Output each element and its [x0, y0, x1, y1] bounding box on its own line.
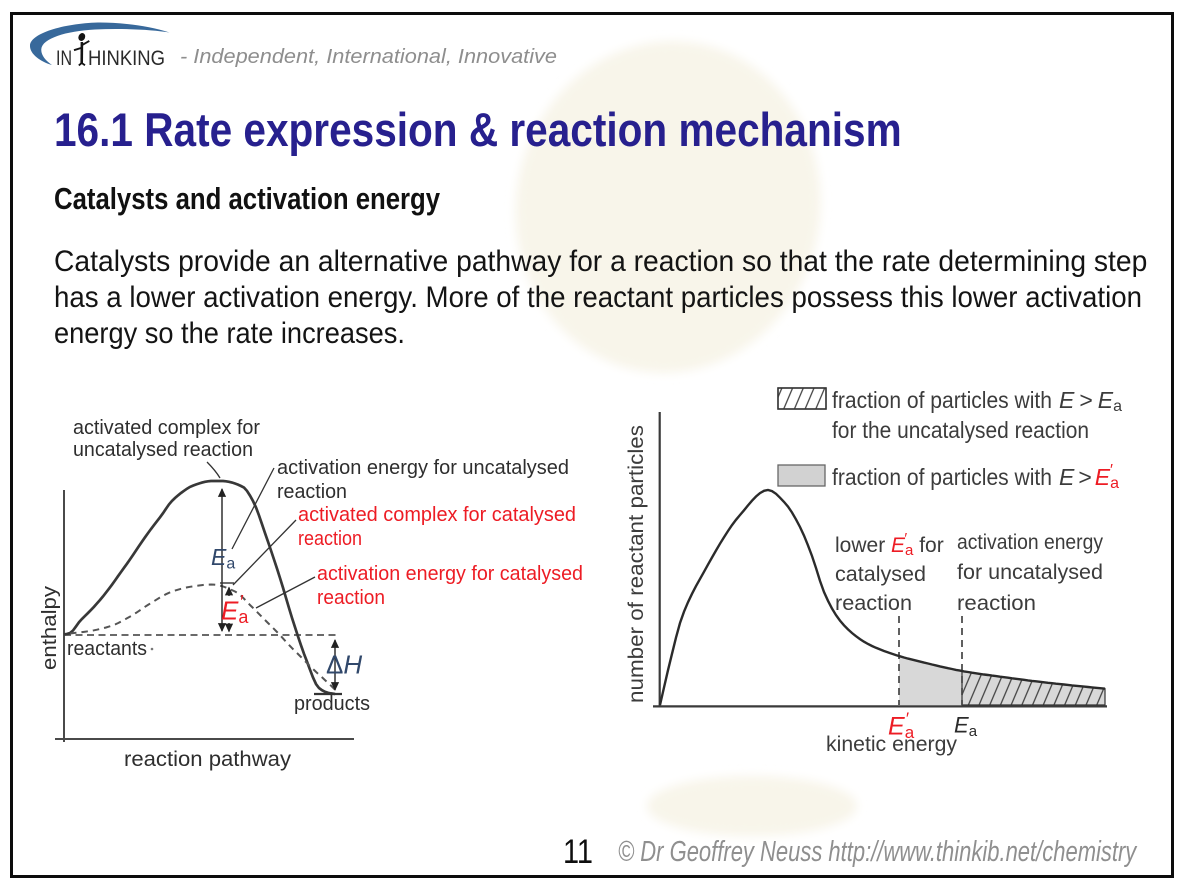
svg-text:ΔH: ΔH — [326, 650, 362, 680]
svg-text:products: products — [294, 693, 370, 715]
svg-text:- Independent, International,: - Independent, International, Innovative — [180, 45, 557, 68]
svg-text:HINKING: HINKING — [88, 47, 165, 70]
svg-text:uncatalysed reaction: uncatalysed reaction — [73, 439, 253, 461]
svg-text:Ea′: Ea′ — [221, 592, 249, 627]
svg-text:reaction: reaction — [957, 592, 1036, 615]
svg-text:activated complex for catalyse: activated complex for catalysed — [298, 504, 576, 526]
svg-text:reaction pathway: reaction pathway — [124, 748, 292, 771]
svg-text:kinetic energy: kinetic energy — [826, 733, 957, 756]
svg-text:IN: IN — [56, 47, 72, 70]
svg-text:reaction: reaction — [835, 592, 912, 615]
svg-text:number of reactant particles: number of reactant particles — [625, 425, 648, 703]
svg-text:Ea′: Ea′ — [888, 709, 915, 742]
svg-text:reaction: reaction — [277, 481, 347, 503]
svg-text:for uncatalysed: for uncatalysed — [957, 561, 1103, 584]
svg-text:reaction: reaction — [298, 528, 362, 550]
svg-text:activated complex for: activated complex for — [73, 417, 260, 439]
svg-text:activation energy for catalyse: activation energy for catalysed — [317, 563, 583, 585]
svg-text:reactants: reactants — [67, 638, 147, 660]
svg-text:activation energy: activation energy — [957, 531, 1103, 554]
svg-text:for the uncatalysed reaction: for the uncatalysed reaction — [832, 417, 1089, 443]
svg-text:Ea: Ea — [954, 713, 978, 741]
svg-text:reaction: reaction — [317, 587, 385, 609]
svg-text:enthalpy: enthalpy — [39, 586, 61, 670]
svg-text:activation energy for uncataly: activation energy for uncatalysed — [277, 457, 569, 479]
svg-text:lower Ea′for: lower Ea′ for — [835, 530, 944, 559]
svg-text:catalysed: catalysed — [835, 563, 926, 586]
